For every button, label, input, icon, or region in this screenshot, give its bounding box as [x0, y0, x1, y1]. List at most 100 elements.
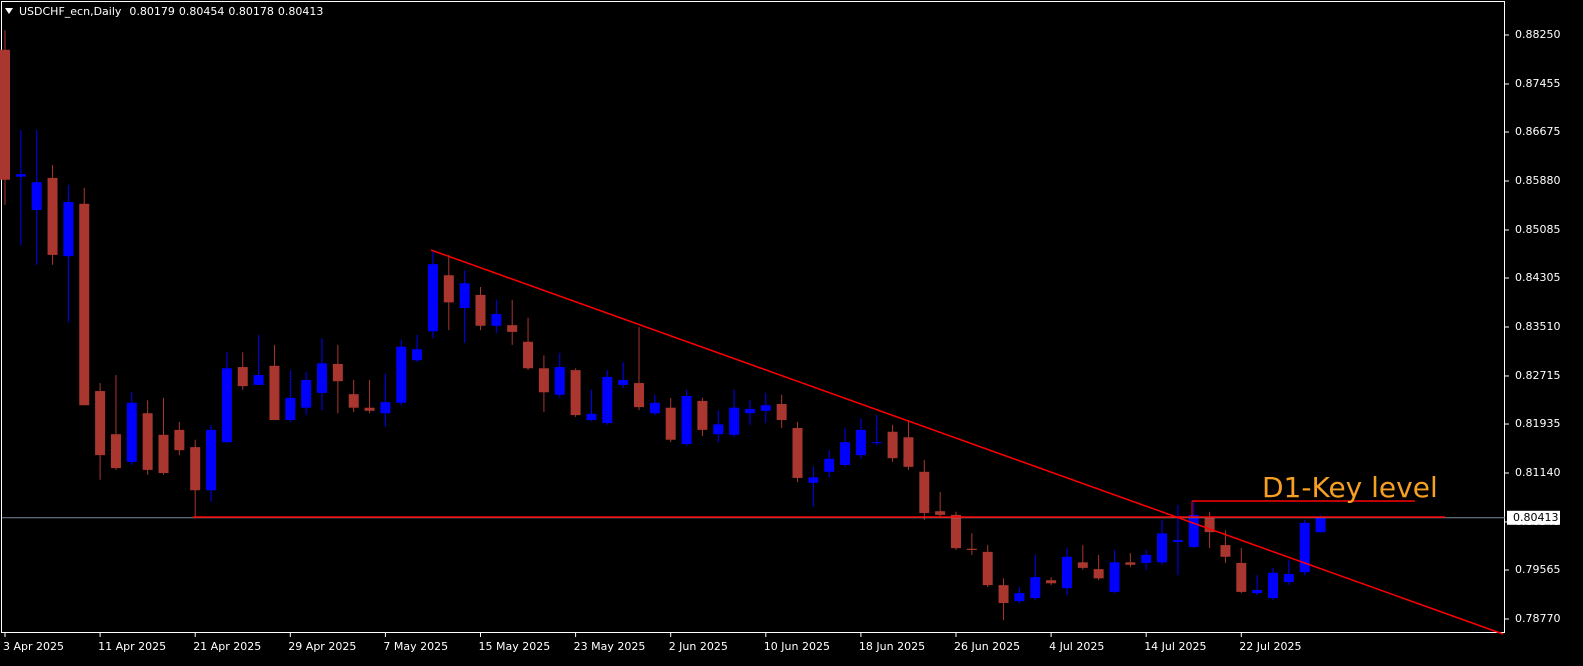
y-tick-label: 0.84305: [1515, 271, 1561, 284]
candle-body: [982, 551, 993, 586]
candle-body: [1014, 593, 1025, 602]
x-tick-label: 7 May 2025: [383, 640, 448, 653]
candle-body: [887, 431, 898, 459]
candle-body: [253, 375, 264, 385]
chart-header: USDCHF_ecn,Daily 0.80179 0.80454 0.80178 0.8…: [19, 5, 323, 18]
candle-body: [570, 370, 581, 416]
candle-body: [1299, 522, 1310, 573]
candle-body: [1141, 554, 1152, 563]
candle-body: [47, 177, 58, 255]
candle-body: [158, 434, 169, 473]
y-tick-label: 0.81140: [1515, 466, 1561, 479]
candle-body: [744, 408, 755, 414]
x-tick-label: 11 Apr 2025: [98, 640, 166, 653]
candle-body: [412, 349, 423, 361]
current-price-label: 0.80413: [1513, 511, 1559, 524]
candle-body: [808, 477, 819, 483]
y-tick-label: 0.81935: [1515, 417, 1561, 430]
candle-body: [586, 413, 597, 421]
candle-body: [602, 376, 613, 424]
candle-body: [1220, 545, 1231, 557]
candle-body: [1077, 562, 1088, 568]
x-tick-label: 15 May 2025: [479, 640, 551, 653]
y-tick-label: 0.78770: [1515, 612, 1561, 625]
candle-body: [95, 391, 106, 456]
candle-body: [760, 405, 771, 411]
candle-body: [491, 314, 502, 326]
candle-body: [1283, 574, 1294, 583]
candle-body: [665, 407, 676, 440]
x-tick-label: 22 Jul 2025: [1239, 640, 1301, 653]
candle-body: [903, 437, 914, 467]
candle-body: [697, 400, 708, 430]
candle-body: [443, 275, 454, 303]
header-low: 0.80178: [228, 5, 274, 18]
candle-body: [206, 429, 217, 491]
x-tick-label: 29 Apr 2025: [288, 640, 356, 653]
candle-body: [824, 458, 835, 472]
candle-body: [364, 407, 375, 411]
candle-body: [871, 442, 882, 444]
candle-body: [174, 429, 185, 451]
candle-body: [792, 428, 803, 478]
x-tick-label: 10 Jun 2025: [764, 640, 830, 653]
x-tick-label: 3 Apr 2025: [3, 640, 64, 653]
header-open: 0.80179: [129, 5, 175, 18]
candle-body: [966, 548, 977, 551]
candle-body: [348, 394, 359, 408]
y-tick-label: 0.88250: [1515, 28, 1561, 41]
candle-body: [1236, 562, 1247, 592]
candle-body: [1204, 516, 1215, 533]
candle-body: [15, 174, 26, 177]
candle-body: [1093, 569, 1104, 579]
candle-body: [507, 325, 518, 332]
x-tick-label: 18 Jun 2025: [859, 640, 925, 653]
candle-body: [237, 367, 248, 387]
candle-body: [396, 346, 407, 403]
y-tick-label: 0.79565: [1515, 563, 1561, 576]
header-close: 0.80413: [278, 5, 324, 18]
symbol: USDCHF_ecn,Daily: [19, 5, 122, 18]
candle-body: [1157, 533, 1168, 563]
y-tick-label: 0.85880: [1515, 174, 1561, 187]
candle-body: [554, 367, 565, 395]
x-tick-label: 4 Jul 2025: [1049, 640, 1104, 653]
candle-body: [919, 471, 930, 514]
x-tick-label: 2 Jun 2025: [669, 640, 728, 653]
candle-body: [427, 264, 438, 332]
candles: [0, 30, 1505, 621]
candle-body: [713, 424, 724, 435]
header-high: 0.80454: [179, 5, 225, 18]
candle-body: [126, 402, 137, 462]
x-tick-label: 14 Jul 2025: [1144, 640, 1206, 653]
candle-body: [1046, 580, 1057, 584]
candle-body: [523, 341, 534, 369]
x-tick-label: 21 Apr 2025: [193, 640, 261, 653]
candle-body: [729, 407, 740, 435]
candle-body: [1315, 517, 1326, 533]
candle-body: [190, 447, 201, 491]
trend-line: [430, 249, 1504, 635]
candle-body: [110, 434, 121, 469]
y-tick-label: 0.82715: [1515, 369, 1561, 382]
candle-body: [1125, 562, 1136, 565]
candle-body: [1172, 540, 1183, 542]
candle-body: [776, 404, 787, 421]
annotation: D1-Key level: [1262, 471, 1438, 504]
x-tick-label: 23 May 2025: [574, 640, 646, 653]
candle-body: [63, 201, 74, 257]
candle-body: [618, 379, 629, 385]
y-tick-label: 0.87455: [1515, 77, 1561, 90]
candle-body: [1030, 577, 1041, 599]
y-tick-label: 0.83510: [1515, 320, 1561, 333]
candle-body: [1268, 572, 1278, 599]
plot-frame: [1, 1, 1505, 633]
candle-body: [317, 363, 327, 393]
candle-body: [79, 203, 90, 406]
x-tick-label: 26 Jun 2025: [954, 640, 1020, 653]
candle-body: [475, 294, 486, 326]
candle-body: [855, 429, 866, 456]
